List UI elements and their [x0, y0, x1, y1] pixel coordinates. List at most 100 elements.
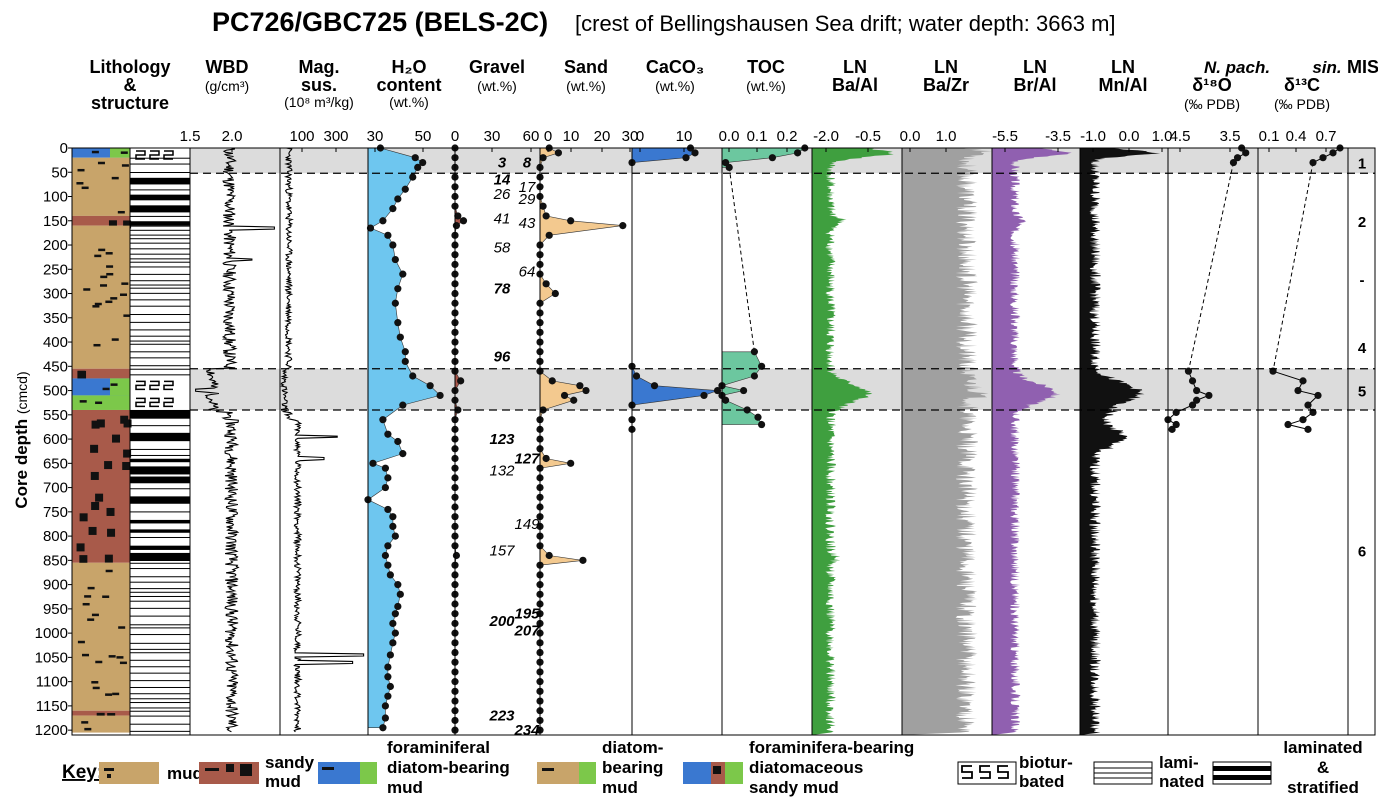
structure-layer — [130, 248, 190, 250]
sand-frame — [539, 147, 633, 736]
key-label-foram-diatom: foraminiferal — [387, 738, 490, 757]
h2o-point — [401, 185, 409, 193]
key-swatch-dot — [107, 774, 111, 778]
d13c-point — [1309, 408, 1317, 416]
key-label-stratified: stratified — [1287, 778, 1359, 797]
h2o-point — [389, 619, 397, 628]
gravel-tick-label: 0 — [451, 128, 459, 145]
structure-layer — [130, 253, 190, 255]
y-tick-label: 400 — [43, 334, 68, 351]
structure-layer — [130, 562, 190, 564]
age-label: 123 — [489, 431, 515, 448]
bioturbation-mark — [961, 765, 973, 779]
h2o-point — [396, 333, 404, 341]
ba_al-profile — [812, 148, 894, 735]
structure-layer — [130, 305, 190, 307]
lithology-dot — [87, 586, 95, 590]
sand-point — [548, 377, 556, 385]
structure-layer — [130, 680, 190, 682]
key-label-mud: mud — [167, 764, 203, 783]
stratified-band — [1213, 775, 1271, 780]
key-label-foram-diatom: diatom-bearing — [387, 758, 510, 777]
d13c-header-italic: sin. — [1312, 58, 1341, 77]
structure-layer — [130, 261, 190, 263]
structure-layer — [130, 693, 190, 695]
key-title: Key: — [62, 762, 103, 783]
d13c-point — [1269, 367, 1277, 375]
key-swatch-dot — [104, 768, 114, 771]
y-tick-label: 550 — [43, 407, 68, 424]
lithology-dot — [82, 653, 90, 657]
key-label-fdsm: sandy mud — [749, 778, 839, 797]
structure-layer — [130, 343, 190, 345]
age-label: 149 — [514, 516, 540, 533]
structure-layer — [130, 581, 190, 583]
wbd-tick-label: 2.0 — [222, 128, 243, 145]
lithology-dot — [76, 543, 85, 552]
y-tick-label: 1200 — [35, 722, 68, 739]
structure-layer — [130, 258, 190, 260]
h2o-point — [369, 459, 377, 467]
ba_al-tick-label: -0.5 — [855, 128, 881, 145]
y-tick-label: 100 — [43, 189, 68, 206]
mn_al-tick-label: 1.0 — [1152, 128, 1173, 145]
br_al-tick-label: -5.5 — [992, 128, 1018, 145]
structure-layer — [130, 458, 190, 463]
y-tick-label: 500 — [43, 383, 68, 400]
h2o-point — [426, 382, 434, 390]
d13c-tick-label: 0.1 — [1259, 128, 1280, 145]
lithology-dot — [104, 461, 113, 470]
h2o-point — [436, 391, 444, 400]
structure-layer — [130, 666, 190, 668]
structure-layer — [130, 238, 190, 240]
sand-point — [567, 217, 575, 225]
lithology-dot — [112, 434, 121, 443]
key-swatch-diatom-part — [360, 762, 377, 784]
ba_zr-profile — [902, 148, 992, 735]
lithology-unit — [72, 148, 130, 158]
d13c-point — [1294, 386, 1302, 395]
ba_al-header: LN — [843, 57, 867, 77]
br_al-header: LN — [1023, 57, 1047, 77]
y-tick-label: 250 — [43, 261, 68, 278]
structure-layer — [130, 496, 190, 504]
bioturbation-mark — [149, 397, 160, 408]
structure-layer — [130, 432, 190, 442]
h2o-point — [409, 372, 417, 380]
structure-layer — [130, 205, 190, 213]
structure-layer — [130, 454, 190, 456]
bioturbation-mark — [149, 150, 160, 160]
lithology-dot — [106, 265, 114, 268]
lithology-diatom-patch — [110, 378, 130, 396]
structure-layer — [130, 335, 190, 337]
d18o-unit: (‰ PDB) — [1184, 96, 1240, 112]
key-swatch-dot — [226, 764, 234, 772]
magsus-profile — [280, 147, 365, 733]
key-label-fdsm: foraminifera-bearing — [749, 738, 914, 757]
d18o-point — [1172, 420, 1180, 429]
structure-layer — [130, 374, 190, 376]
magsus-header: sus. — [301, 75, 337, 95]
lithology-dot — [91, 681, 99, 684]
lithology-dot — [102, 595, 110, 598]
h2o-point — [399, 401, 407, 409]
wbd-header: WBD — [206, 57, 249, 77]
caco3-header: CaCO₃ — [646, 57, 704, 77]
y-axis-unit: (cmcd) — [14, 371, 30, 414]
toc-point — [740, 386, 748, 395]
y-tick-label: 150 — [43, 213, 68, 230]
h2o-point — [386, 571, 394, 579]
h2o-point — [419, 158, 427, 167]
h2o-point — [411, 154, 419, 162]
structure-layer — [130, 284, 190, 286]
lithology-dot — [104, 554, 113, 563]
lithology-dot — [95, 493, 104, 502]
y-tick-label: 950 — [43, 601, 68, 618]
lithology-dot — [110, 297, 118, 300]
key-label-stratified: laminated — [1283, 738, 1362, 757]
lithology-dot — [90, 471, 99, 480]
h2o-point — [399, 450, 407, 458]
d18o-header-italic: N. pach. — [1204, 58, 1270, 77]
d13c-tick-label: 0.7 — [1316, 128, 1337, 145]
